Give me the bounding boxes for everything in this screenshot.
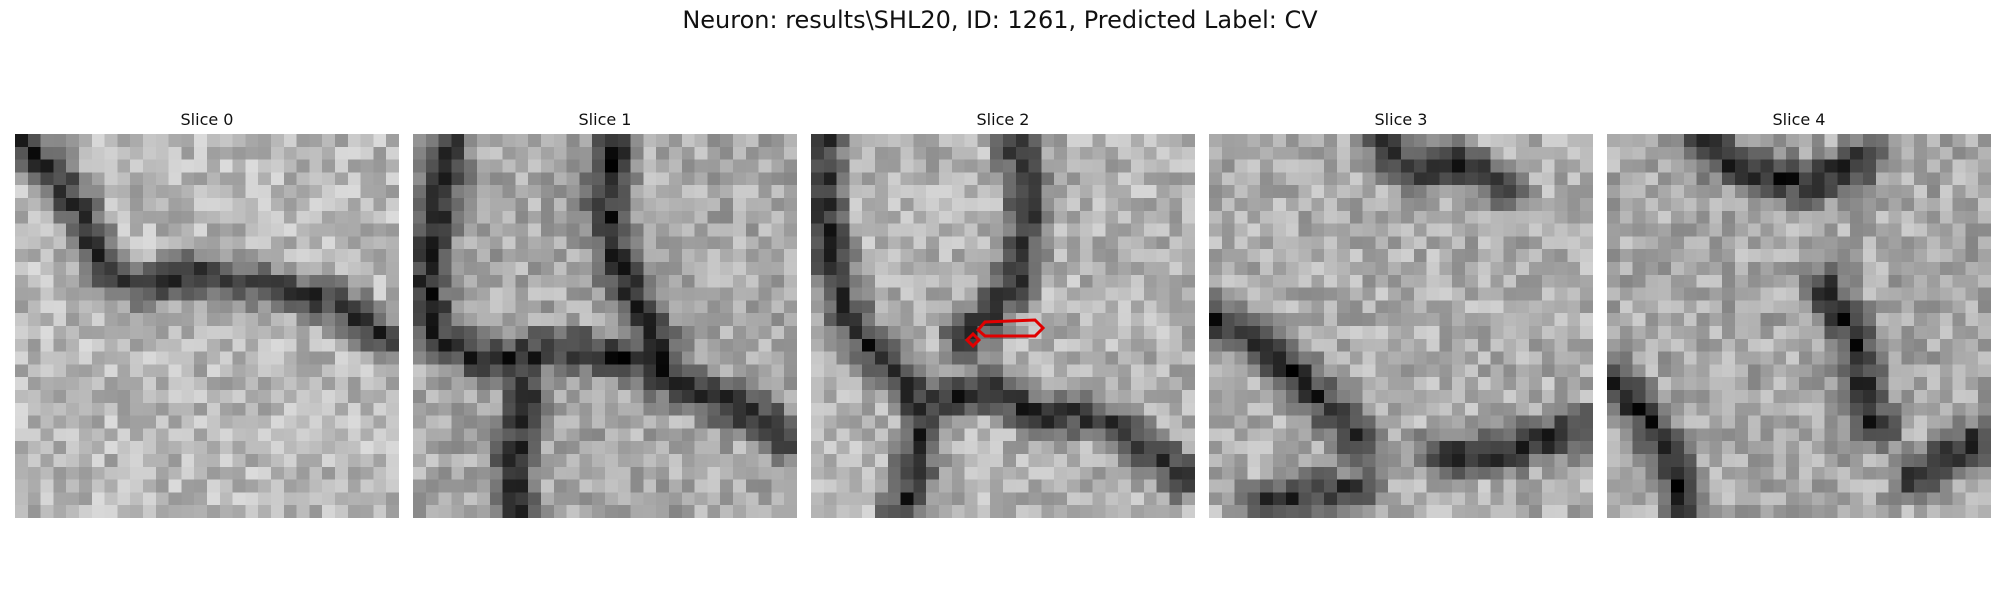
slice-panel-4: Slice 4 — [1607, 110, 1991, 518]
slice-image-2 — [811, 134, 1195, 518]
slice-title-2: Slice 2 — [976, 110, 1030, 129]
slice-title-4: Slice 4 — [1772, 110, 1826, 129]
slice-image-0 — [15, 134, 399, 518]
slice-image-1 — [413, 134, 797, 518]
slice-image-3 — [1209, 134, 1593, 518]
slice-panel-1: Slice 1 — [413, 110, 797, 518]
slice-title-0: Slice 0 — [180, 110, 234, 129]
slice-panel-3: Slice 3 — [1209, 110, 1593, 518]
figure-title: Neuron: results\SHL20, ID: 1261, Predict… — [682, 6, 1318, 34]
slice-title-3: Slice 3 — [1374, 110, 1428, 129]
slice-image-4 — [1607, 134, 1991, 518]
slice-title-1: Slice 1 — [578, 110, 632, 129]
slice-panel-0: Slice 0 — [15, 110, 399, 518]
slice-panel-2: Slice 2 — [811, 110, 1195, 518]
